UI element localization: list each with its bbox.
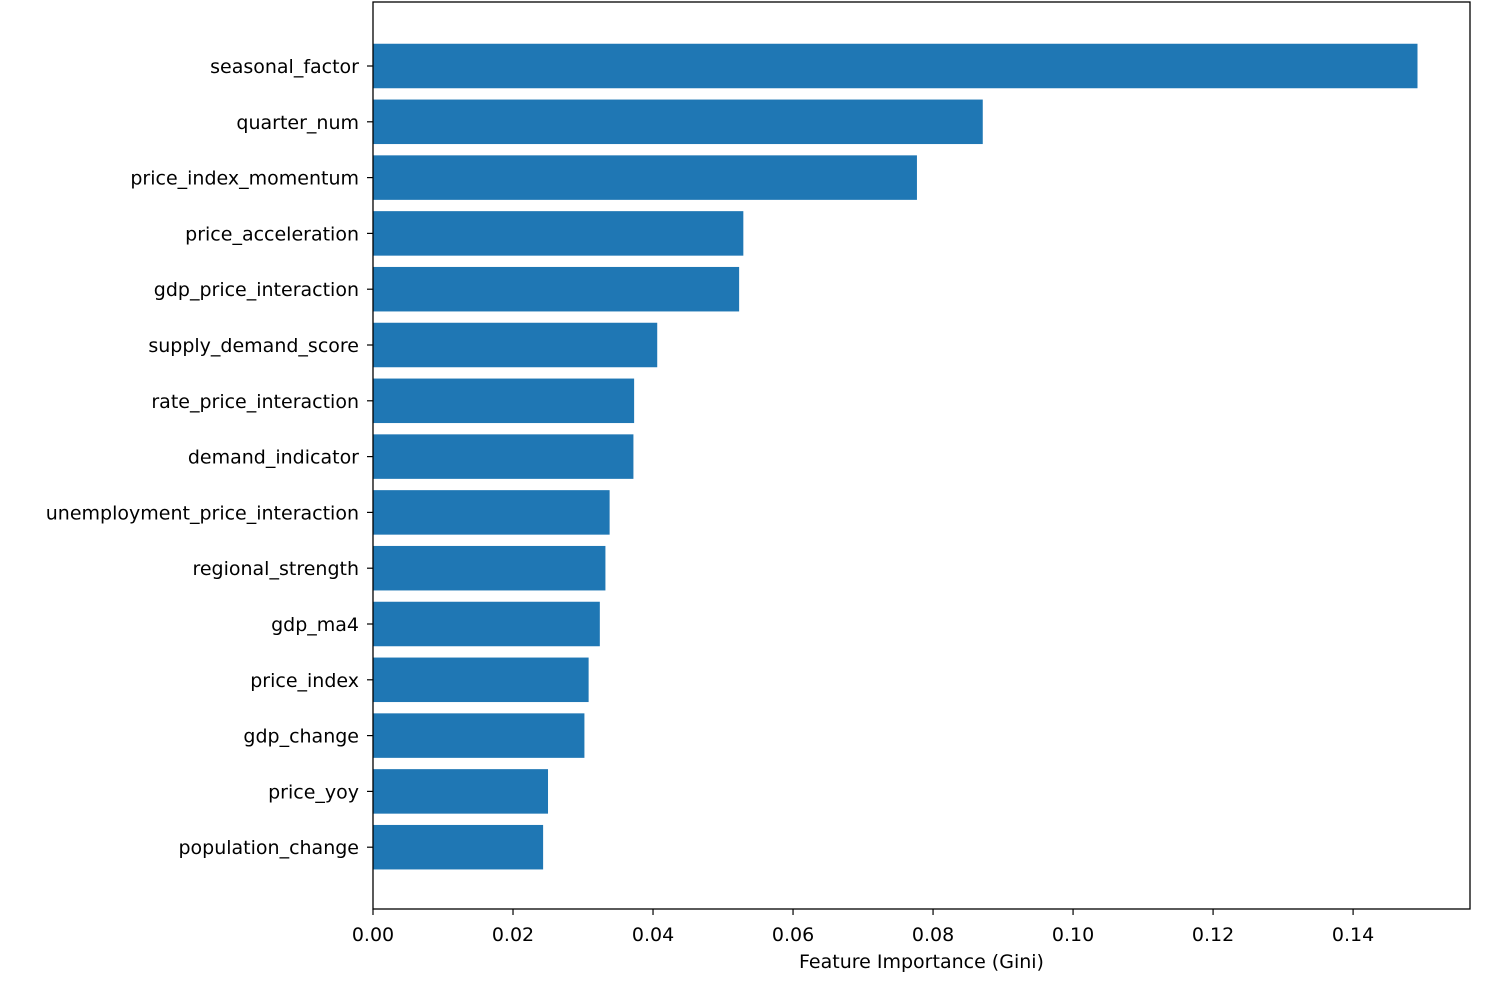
bar-seasonal_factor <box>373 43 1418 89</box>
bar-gdp_change <box>373 713 585 758</box>
x-axis-label: Feature Importance (Gini) <box>799 951 1044 973</box>
bar-unemployment_price_interaction <box>373 490 610 535</box>
y-tick-label: regional_strength <box>192 558 359 580</box>
bar-population_change <box>373 824 544 870</box>
y-tick-label: population_change <box>178 837 359 859</box>
y-tick-label: price_acceleration <box>185 223 359 245</box>
y-tick-label: price_yoy <box>268 781 359 803</box>
bar-price_index_momentum <box>373 155 917 200</box>
x-axis-ticks: 0.00 0.02 0.04 0.06 0.08 0.10 0.12 0.14 <box>352 909 1374 946</box>
bar-price_acceleration <box>373 211 744 256</box>
bars-group <box>373 43 1418 870</box>
bar-price_index <box>373 657 589 703</box>
y-axis-ticks: seasonal_factor quarter_num price_index_mo… <box>46 56 373 859</box>
y-tick-label: price_index <box>250 670 359 692</box>
x-tick-label: 0.00 <box>352 924 394 946</box>
y-tick-label: seasonal_factor <box>210 56 359 78</box>
y-tick-label: unemployment_price_interaction <box>46 502 359 524</box>
y-tick-label: supply_demand_score <box>148 335 359 357</box>
x-tick-label: 0.04 <box>632 924 674 946</box>
y-tick-label: quarter_num <box>236 112 359 134</box>
x-tick-label: 0.10 <box>1052 924 1094 946</box>
bar-supply_demand_score <box>373 322 658 368</box>
bar-gdp_price_interaction <box>373 266 740 312</box>
bar-regional_strength <box>373 545 606 591</box>
y-tick-label: gdp_change <box>243 726 359 748</box>
bar-demand_indicator <box>373 434 634 479</box>
x-tick-label: 0.06 <box>772 924 814 946</box>
y-tick-label: price_index_momentum <box>130 168 359 190</box>
y-tick-label: gdp_ma4 <box>271 614 359 636</box>
y-tick-label: demand_indicator <box>188 447 359 469</box>
y-tick-label: gdp_price_interaction <box>154 279 359 301</box>
bar-price_yoy <box>373 769 549 814</box>
bar-rate_price_interaction <box>373 378 635 424</box>
x-tick-label: 0.08 <box>912 924 954 946</box>
x-tick-label: 0.02 <box>492 924 534 946</box>
x-tick-label: 0.14 <box>1332 924 1374 946</box>
x-tick-label: 0.12 <box>1192 924 1234 946</box>
bar-gdp_ma4 <box>373 601 600 647</box>
plot-frame <box>372 1 1471 910</box>
bar-quarter_num <box>373 99 983 145</box>
y-tick-label: rate_price_interaction <box>151 391 359 413</box>
